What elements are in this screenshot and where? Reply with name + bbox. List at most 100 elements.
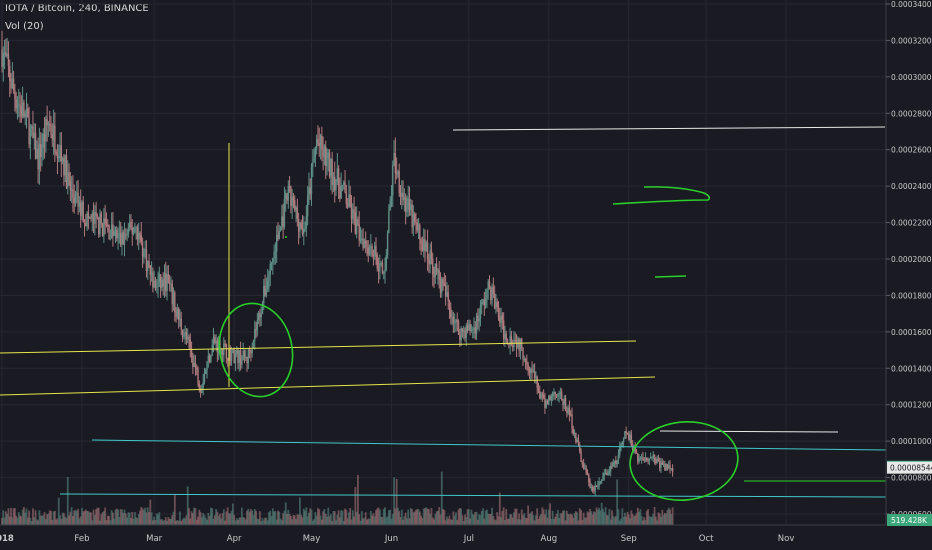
candle-body [408,198,411,211]
volume-bar [581,519,584,525]
candle-body [332,176,335,185]
volume-bar [61,512,64,525]
volume-bar [625,516,628,525]
candle-body [241,360,243,365]
volume-bar [643,517,646,525]
candle-body [407,198,409,210]
time-axis [0,525,932,550]
volume-bar [199,512,202,525]
cyan-trendline-upper[interactable] [91,439,887,451]
green-scribble-arrow[interactable] [612,186,711,205]
candle-body [16,105,19,109]
volume-bar [247,508,250,525]
volume-bar [70,507,73,525]
candle-body [90,217,92,219]
volume-bar [599,510,602,525]
volume-bar [220,518,223,525]
candle-body [484,299,487,306]
candle-body [272,257,274,263]
candle-body [402,192,404,200]
volume-bar [442,508,444,525]
volume-bar [652,513,655,525]
volume-bar [544,514,546,525]
candle-body [367,247,369,255]
white-resistance-line-top[interactable] [452,126,886,131]
volume-bar [82,511,85,525]
candle-body [279,227,282,232]
candle-body [116,230,118,239]
candle-body [473,327,475,330]
grid [0,0,886,525]
green-dash-mark[interactable] [654,275,687,278]
volume-bar [190,511,193,525]
candle-body [274,251,277,253]
candle-body [141,241,144,257]
candle-body [352,209,354,219]
volume-bar [278,511,281,525]
candle-body [162,279,164,287]
volume-bar [612,515,615,525]
volume-bar [433,519,435,525]
candle-body [88,217,91,219]
candle-body [582,464,585,469]
candle-body [177,308,180,320]
candle-body [576,439,578,443]
volume-bar [540,513,542,525]
candle-body [655,459,657,464]
volume-bar [590,511,593,525]
volume-bar [630,510,633,525]
volume-bar [63,513,65,525]
candle-body [95,211,97,216]
yellow-trendline-lower[interactable] [0,376,656,396]
volume-bar [376,508,379,525]
candle-body [421,244,424,251]
volume-bar [60,518,63,525]
candle-body [278,231,280,240]
volume-bar [439,514,442,525]
candle-body [197,369,199,384]
candle-body [143,250,145,257]
candle-body [602,475,604,480]
candle-body [340,186,342,199]
candle-body [475,315,478,334]
volume-bars [1,471,674,525]
candle-body [336,168,339,183]
volume-bar [320,519,323,525]
y-tick-label: 0.00026000 [891,146,932,155]
candle-body [644,457,647,461]
candle-body [591,487,594,491]
candle-body [502,320,505,339]
candle-body [437,269,439,273]
candle-body [277,234,279,240]
volume-bar [456,520,459,525]
candle-body [135,227,137,229]
volume-bar [310,509,313,525]
volume-bar [479,515,482,525]
volume-bar [226,507,229,525]
volume-bar [255,510,257,525]
volume-bar [438,507,441,525]
volume-bar [480,510,483,525]
volume-bar [268,512,270,525]
yellow-trendline-upper[interactable] [0,340,637,354]
candle-body [385,255,388,270]
cyan-trendline-lower[interactable] [59,493,887,498]
y-tick-label: 0.00028000 [891,109,932,118]
volume-bar [72,515,74,525]
candle-body [346,203,349,207]
candle-body [100,213,103,224]
volume-bar [378,509,381,525]
candle-body [557,395,559,397]
volume-bar [522,515,524,525]
volume-bar [193,507,196,525]
green-circle-march[interactable] [211,297,301,404]
candle-body [245,357,247,359]
volume-bar [529,512,532,525]
candle-body [504,333,506,339]
candle-body [131,227,133,234]
volume-bar [204,517,207,525]
white-resistance-line-sep[interactable] [659,430,839,433]
green-circle-august[interactable] [626,417,742,506]
